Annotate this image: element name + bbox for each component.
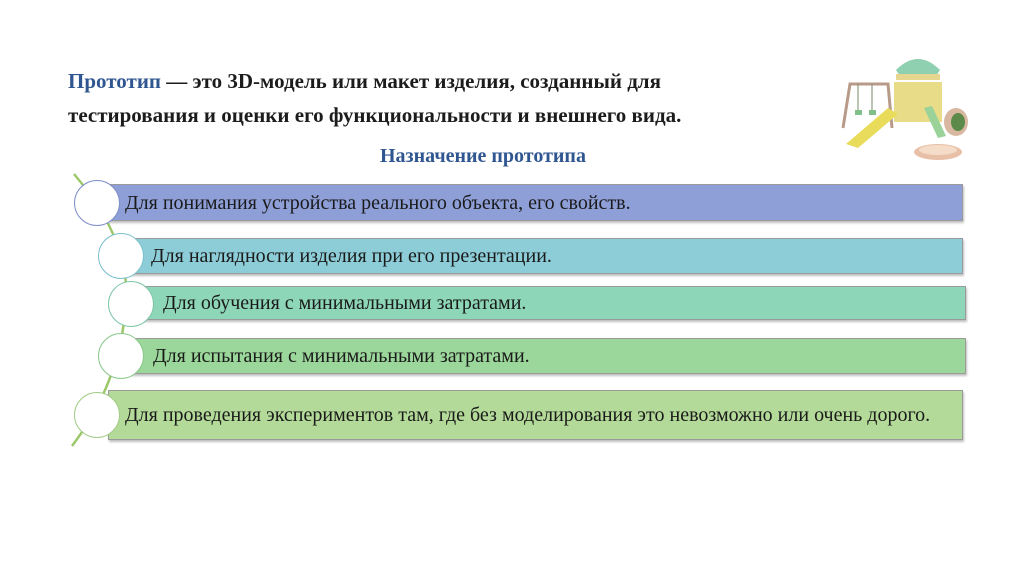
item-text: Для испытания с минимальными затратами. <box>153 345 530 367</box>
list-item: Для проведения экспериментов там, где бе… <box>108 390 963 440</box>
heading-keyword: Прототип <box>68 69 162 93</box>
item-text: Для наглядности изделия при его презента… <box>151 245 552 267</box>
bullet-circle <box>108 281 154 327</box>
bullet-circle <box>74 392 120 438</box>
list-item: Для испытания с минимальными затратами. <box>130 338 966 374</box>
heading-line1: — это 3D-модель или макет изделия, созда… <box>161 69 661 93</box>
list-item: Для понимания устройства реального объек… <box>108 184 963 221</box>
item-text: Для обучения с минимальными затратами. <box>163 292 527 314</box>
bullet-circle <box>98 333 144 379</box>
item-text: Для проведения экспериментов там, где бе… <box>125 404 931 426</box>
heading-line2: тестирования и оценки его функциональнос… <box>68 103 682 127</box>
slide-heading: Прототип — это 3D-модель или макет издел… <box>68 64 828 132</box>
item-text: Для понимания устройства реального объек… <box>125 191 631 214</box>
list-item: Для обучения с минимальными затратами. <box>140 286 966 320</box>
bullet-circle <box>74 180 120 226</box>
subtitle: Назначение прототипа <box>380 145 586 167</box>
bullet-circle <box>98 233 144 279</box>
playground-illustration <box>841 59 968 160</box>
list-item: Для наглядности изделия при его презента… <box>130 238 963 274</box>
